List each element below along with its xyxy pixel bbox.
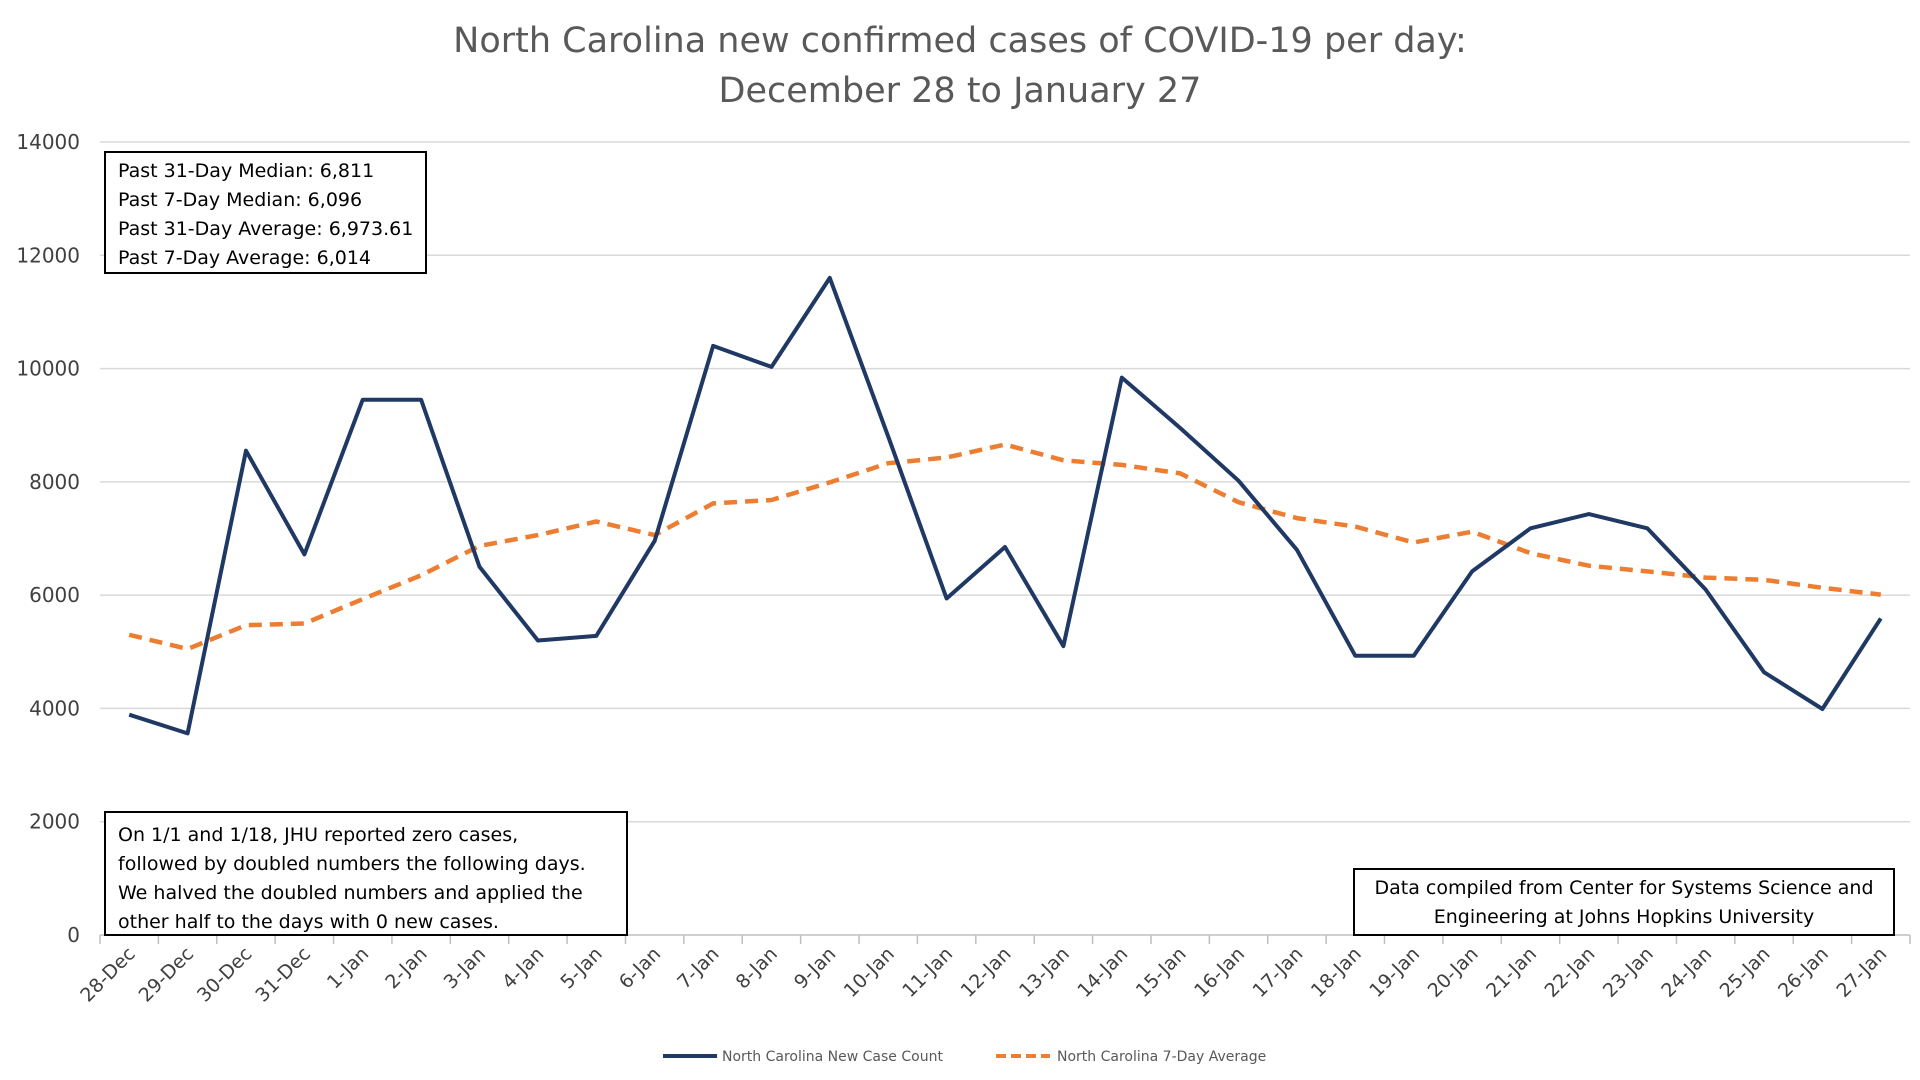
x-tick-label: 22-Jan <box>1540 943 1599 1002</box>
x-tick-label: 2-Jan <box>381 943 431 993</box>
stats-line: Past 7-Day Average: 6,014 <box>118 247 371 269</box>
x-tick-label: 20-Jan <box>1424 943 1483 1002</box>
x-tick-label: 5-Jan <box>556 943 606 993</box>
x-tick-label: 10-Jan <box>840 943 899 1002</box>
x-tick-label: 27-Jan <box>1832 943 1891 1002</box>
x-tick-label: 24-Jan <box>1657 943 1716 1002</box>
y-tick-label: 8000 <box>29 470 80 494</box>
note-line: followed by doubled numbers the followin… <box>118 853 586 875</box>
x-tick-label: 29-Dec <box>135 943 199 1007</box>
source-line: Engineering at Johns Hopkins University <box>1433 906 1815 928</box>
x-tick-label: 23-Jan <box>1599 943 1658 1002</box>
chart-subtitle: December 28 to January 27 <box>719 71 1202 111</box>
y-axis-ticks: 0 2000 4000 6000 8000 10000 12000 14000 <box>16 130 80 947</box>
stats-line: Past 31-Day Median: 6,811 <box>118 160 375 182</box>
y-tick-label: 6000 <box>29 583 80 607</box>
x-tick-label: 9-Jan <box>790 943 840 993</box>
note-line: On 1/1 and 1/18, JHU reported zero cases… <box>118 824 519 846</box>
x-tick-label: 14-Jan <box>1073 943 1132 1002</box>
x-tick-label: 1-Jan <box>323 943 373 993</box>
chart-title: North Carolina new confirmed cases of CO… <box>453 21 1467 61</box>
y-tick-label: 10000 <box>16 357 80 381</box>
stats-line: Past 31-Day Average: 6,973.61 <box>118 218 414 240</box>
x-tick-label: 25-Jan <box>1716 943 1775 1002</box>
x-tick-label: 21-Jan <box>1482 943 1541 1002</box>
y-tick-label: 14000 <box>16 130 80 154</box>
x-tick-label: 19-Jan <box>1365 943 1424 1002</box>
x-tick-label: 7-Jan <box>673 943 723 993</box>
x-tick-label: 12-Jan <box>957 943 1016 1002</box>
stats-line: Past 7-Day Median: 6,096 <box>118 189 363 211</box>
x-tick-label: 3-Jan <box>440 943 490 993</box>
y-tick-label: 0 <box>67 923 80 947</box>
x-tick-label: 30-Dec <box>193 943 257 1007</box>
note-line: other half to the days with 0 new cases. <box>118 911 499 933</box>
stats-annotation-box: Past 31-Day Median: 6,811 Past 7-Day Med… <box>104 151 427 274</box>
series-lines <box>128 275 1883 736</box>
x-tick-label: 18-Jan <box>1307 943 1366 1002</box>
legend-label: North Carolina 7-Day Average <box>1057 1049 1266 1065</box>
y-tick-label: 12000 <box>16 243 80 267</box>
x-tick-label: 16-Jan <box>1190 943 1249 1002</box>
source-line: Data compiled from Center for Systems Sc… <box>1374 877 1874 899</box>
legend-label: North Carolina New Case Count <box>722 1049 943 1065</box>
x-tick-label: 6-Jan <box>615 943 665 993</box>
y-tick-label: 4000 <box>29 696 80 720</box>
legend: North Carolina New Case Count North Carol… <box>663 1049 1266 1065</box>
x-tick-label: 13-Jan <box>1015 943 1074 1002</box>
source-annotation-box: Data compiled from Center for Systems Sc… <box>1353 868 1895 936</box>
series-line-seven-day-average <box>128 442 1882 652</box>
x-tick-label: 26-Jan <box>1774 943 1833 1002</box>
x-tick-label: 8-Jan <box>732 943 782 993</box>
note-annotation-box: On 1/1 and 1/18, JHU reported zero cases… <box>104 811 628 936</box>
x-tick-label: 17-Jan <box>1249 943 1308 1002</box>
y-tick-label: 2000 <box>29 810 80 834</box>
series-line-new-case-count <box>128 275 1883 736</box>
x-tick-label: 31-Dec <box>251 943 315 1007</box>
x-tick-label: 28-Dec <box>76 943 140 1007</box>
x-tick-label: 15-Jan <box>1132 943 1191 1002</box>
note-line: We halved the doubled numbers and applie… <box>118 882 583 904</box>
x-tick-label: 4-Jan <box>498 943 548 993</box>
x-tick-label: 11-Jan <box>898 943 957 1002</box>
